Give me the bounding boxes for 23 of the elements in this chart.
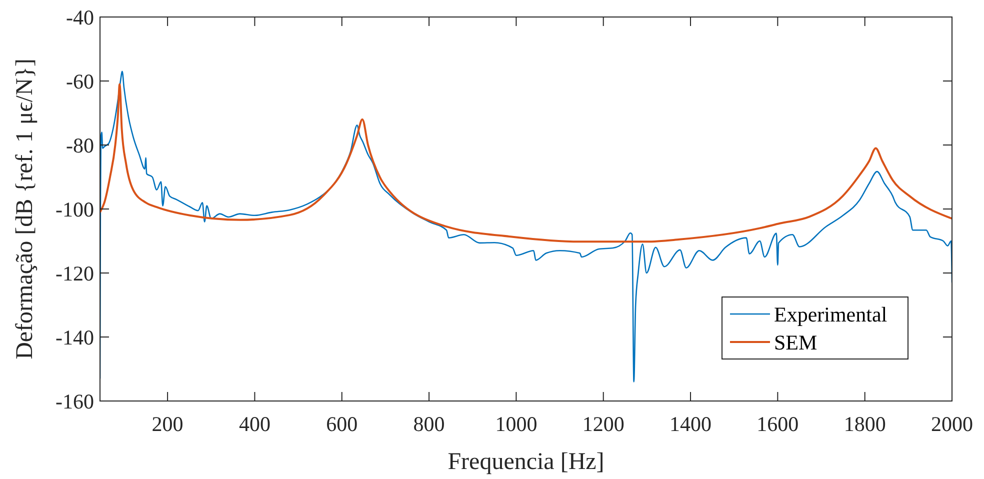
x-tick-label: 400 (238, 412, 270, 436)
line-series (100, 83, 952, 243)
x-tick-label: 1600 (756, 412, 799, 436)
y-tick-label: -40 (66, 5, 94, 30)
x-tick-label: 2000 (931, 412, 973, 436)
x-tick-label: 1400 (670, 412, 712, 436)
y-tick-label: -100 (56, 197, 94, 222)
x-axis-title: Frequencia [Hz] (448, 449, 604, 475)
x-tick-label: 1000 (495, 412, 538, 436)
y-tick-label: -80 (66, 133, 94, 158)
y-tick-label: -140 (56, 325, 94, 350)
legend-label: Experimental (774, 302, 888, 326)
line-series (100, 70, 952, 382)
y-tick-label: -160 (56, 389, 94, 414)
x-tick-label: 200 (152, 412, 184, 436)
x-tick-label: 1200 (582, 412, 624, 436)
y-tick-label: -60 (66, 69, 94, 94)
y-axis-title: Deformação [dB {ref. 1 μϵ/N}] (12, 58, 38, 360)
x-tick-label: 800 (413, 412, 445, 436)
x-tick-label: 1800 (844, 412, 886, 436)
x-tick-label: 600 (326, 412, 358, 436)
legend-label: SEM (774, 330, 818, 354)
y-tick-label: -120 (56, 261, 94, 286)
